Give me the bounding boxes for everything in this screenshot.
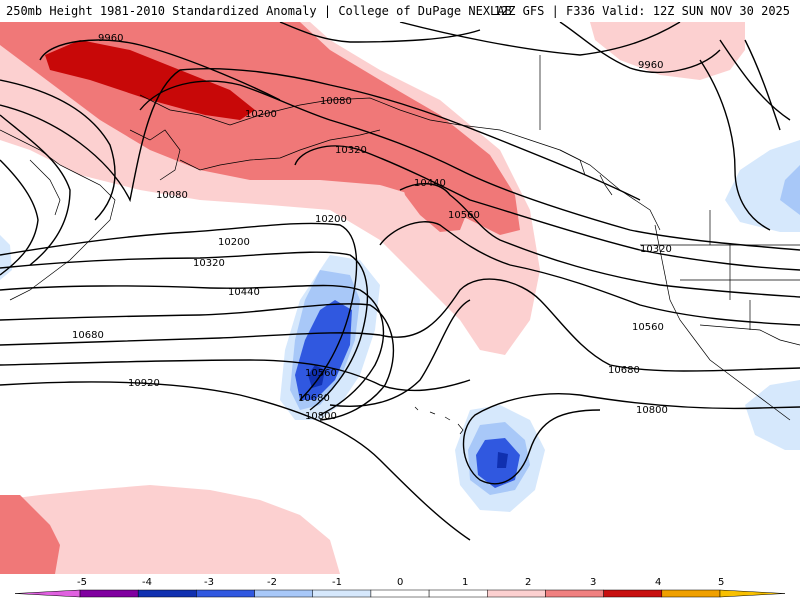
colorbar-tick-labels: -5 -4 -3 -2 -1 0 1 2 3 4 5 <box>77 577 724 588</box>
contour-labels: 9960 10080 10200 10080 10320 10440 10560… <box>72 33 672 422</box>
contour-label: 10200 <box>218 237 250 248</box>
positive-anomaly-light <box>0 485 340 574</box>
colorbar-segment <box>79 589 139 598</box>
colorbar-tick-label: -1 <box>332 577 342 588</box>
contour-label: 10560 <box>305 368 337 379</box>
negative-anomaly-strongest <box>497 452 508 468</box>
contour-label: 10200 <box>245 109 277 120</box>
positive-anomaly-medium <box>400 175 470 232</box>
colorbar-tick-label: 5 <box>718 577 724 588</box>
positive-anomaly-light <box>590 22 745 80</box>
colorbar-segment <box>254 589 313 598</box>
contour-label: 10680 <box>72 330 104 341</box>
contour-label: 10680 <box>608 365 640 376</box>
contour-label: 10080 <box>320 96 352 107</box>
positive-anomaly-strong <box>45 40 255 120</box>
negative-anomaly-light <box>745 380 800 450</box>
contour-label: 10560 <box>448 210 480 221</box>
colorbar-segment <box>603 589 663 598</box>
contour-label: 9960 <box>638 60 663 71</box>
weather-map: 9960 10080 10200 10080 10320 10440 10560… <box>0 22 800 574</box>
colorbar-segment <box>661 589 721 598</box>
colorbar-tick-label: -3 <box>204 577 214 588</box>
contour-label: 10200 <box>315 214 347 225</box>
anomaly-colorbar: -5 -4 -3 -2 -1 0 1 2 3 4 5 <box>0 574 800 600</box>
contour-label: 10800 <box>305 411 337 422</box>
contour-label: 10440 <box>414 178 446 189</box>
contour-label: 10080 <box>156 190 188 201</box>
contour-label: 10320 <box>193 258 225 269</box>
contour-label: 10680 <box>298 393 330 404</box>
positive-anomaly-medium <box>0 495 60 574</box>
coastlines <box>0 55 800 435</box>
colorbar-tick-label: 3 <box>590 577 596 588</box>
contour-label: 10320 <box>335 145 367 156</box>
map-title-bar: 250mb Height 1981-2010 Standardized Anom… <box>0 0 800 22</box>
colorbar-right-arrow <box>719 589 786 598</box>
anomaly-shading <box>0 22 800 574</box>
contour-label: 9960 <box>98 33 123 44</box>
contour-label: 10440 <box>228 287 260 298</box>
contour-label: 10920 <box>128 378 160 389</box>
colorbar-segment <box>312 589 372 598</box>
colorbar-tick-label: 2 <box>525 577 531 588</box>
negative-anomaly-medium <box>780 165 800 215</box>
map-title: 250mb Height 1981-2010 Standardized Anom… <box>6 4 512 18</box>
colorbar-tick-label: 0 <box>397 577 403 588</box>
colorbar-left-arrow <box>14 589 81 598</box>
colorbar-tick-label: -4 <box>142 577 152 588</box>
negative-anomaly-light <box>725 140 800 232</box>
colorbar-tick-label: 1 <box>462 577 468 588</box>
colorbar-tick-label: 4 <box>655 577 661 588</box>
colorbar-segment <box>137 589 197 598</box>
contour-label: 10320 <box>640 244 672 255</box>
contour-label: 10800 <box>636 405 668 416</box>
negative-anomaly-strongest <box>308 365 325 388</box>
colorbar-tick-label: -5 <box>77 577 87 588</box>
colorbar-segment <box>487 589 546 598</box>
colorbar-segment <box>428 589 488 598</box>
colorbar-segment <box>196 589 255 598</box>
colorbar-segments <box>14 589 786 598</box>
colorbar-segment <box>545 589 604 598</box>
height-contours <box>0 22 800 541</box>
contour-label: 10560 <box>632 322 664 333</box>
colorbar-tick-label: -2 <box>267 577 277 588</box>
model-run-info: 12Z GFS | F336 Valid: 12Z SUN NOV 30 202… <box>493 4 790 18</box>
colorbar-segment <box>370 589 430 598</box>
